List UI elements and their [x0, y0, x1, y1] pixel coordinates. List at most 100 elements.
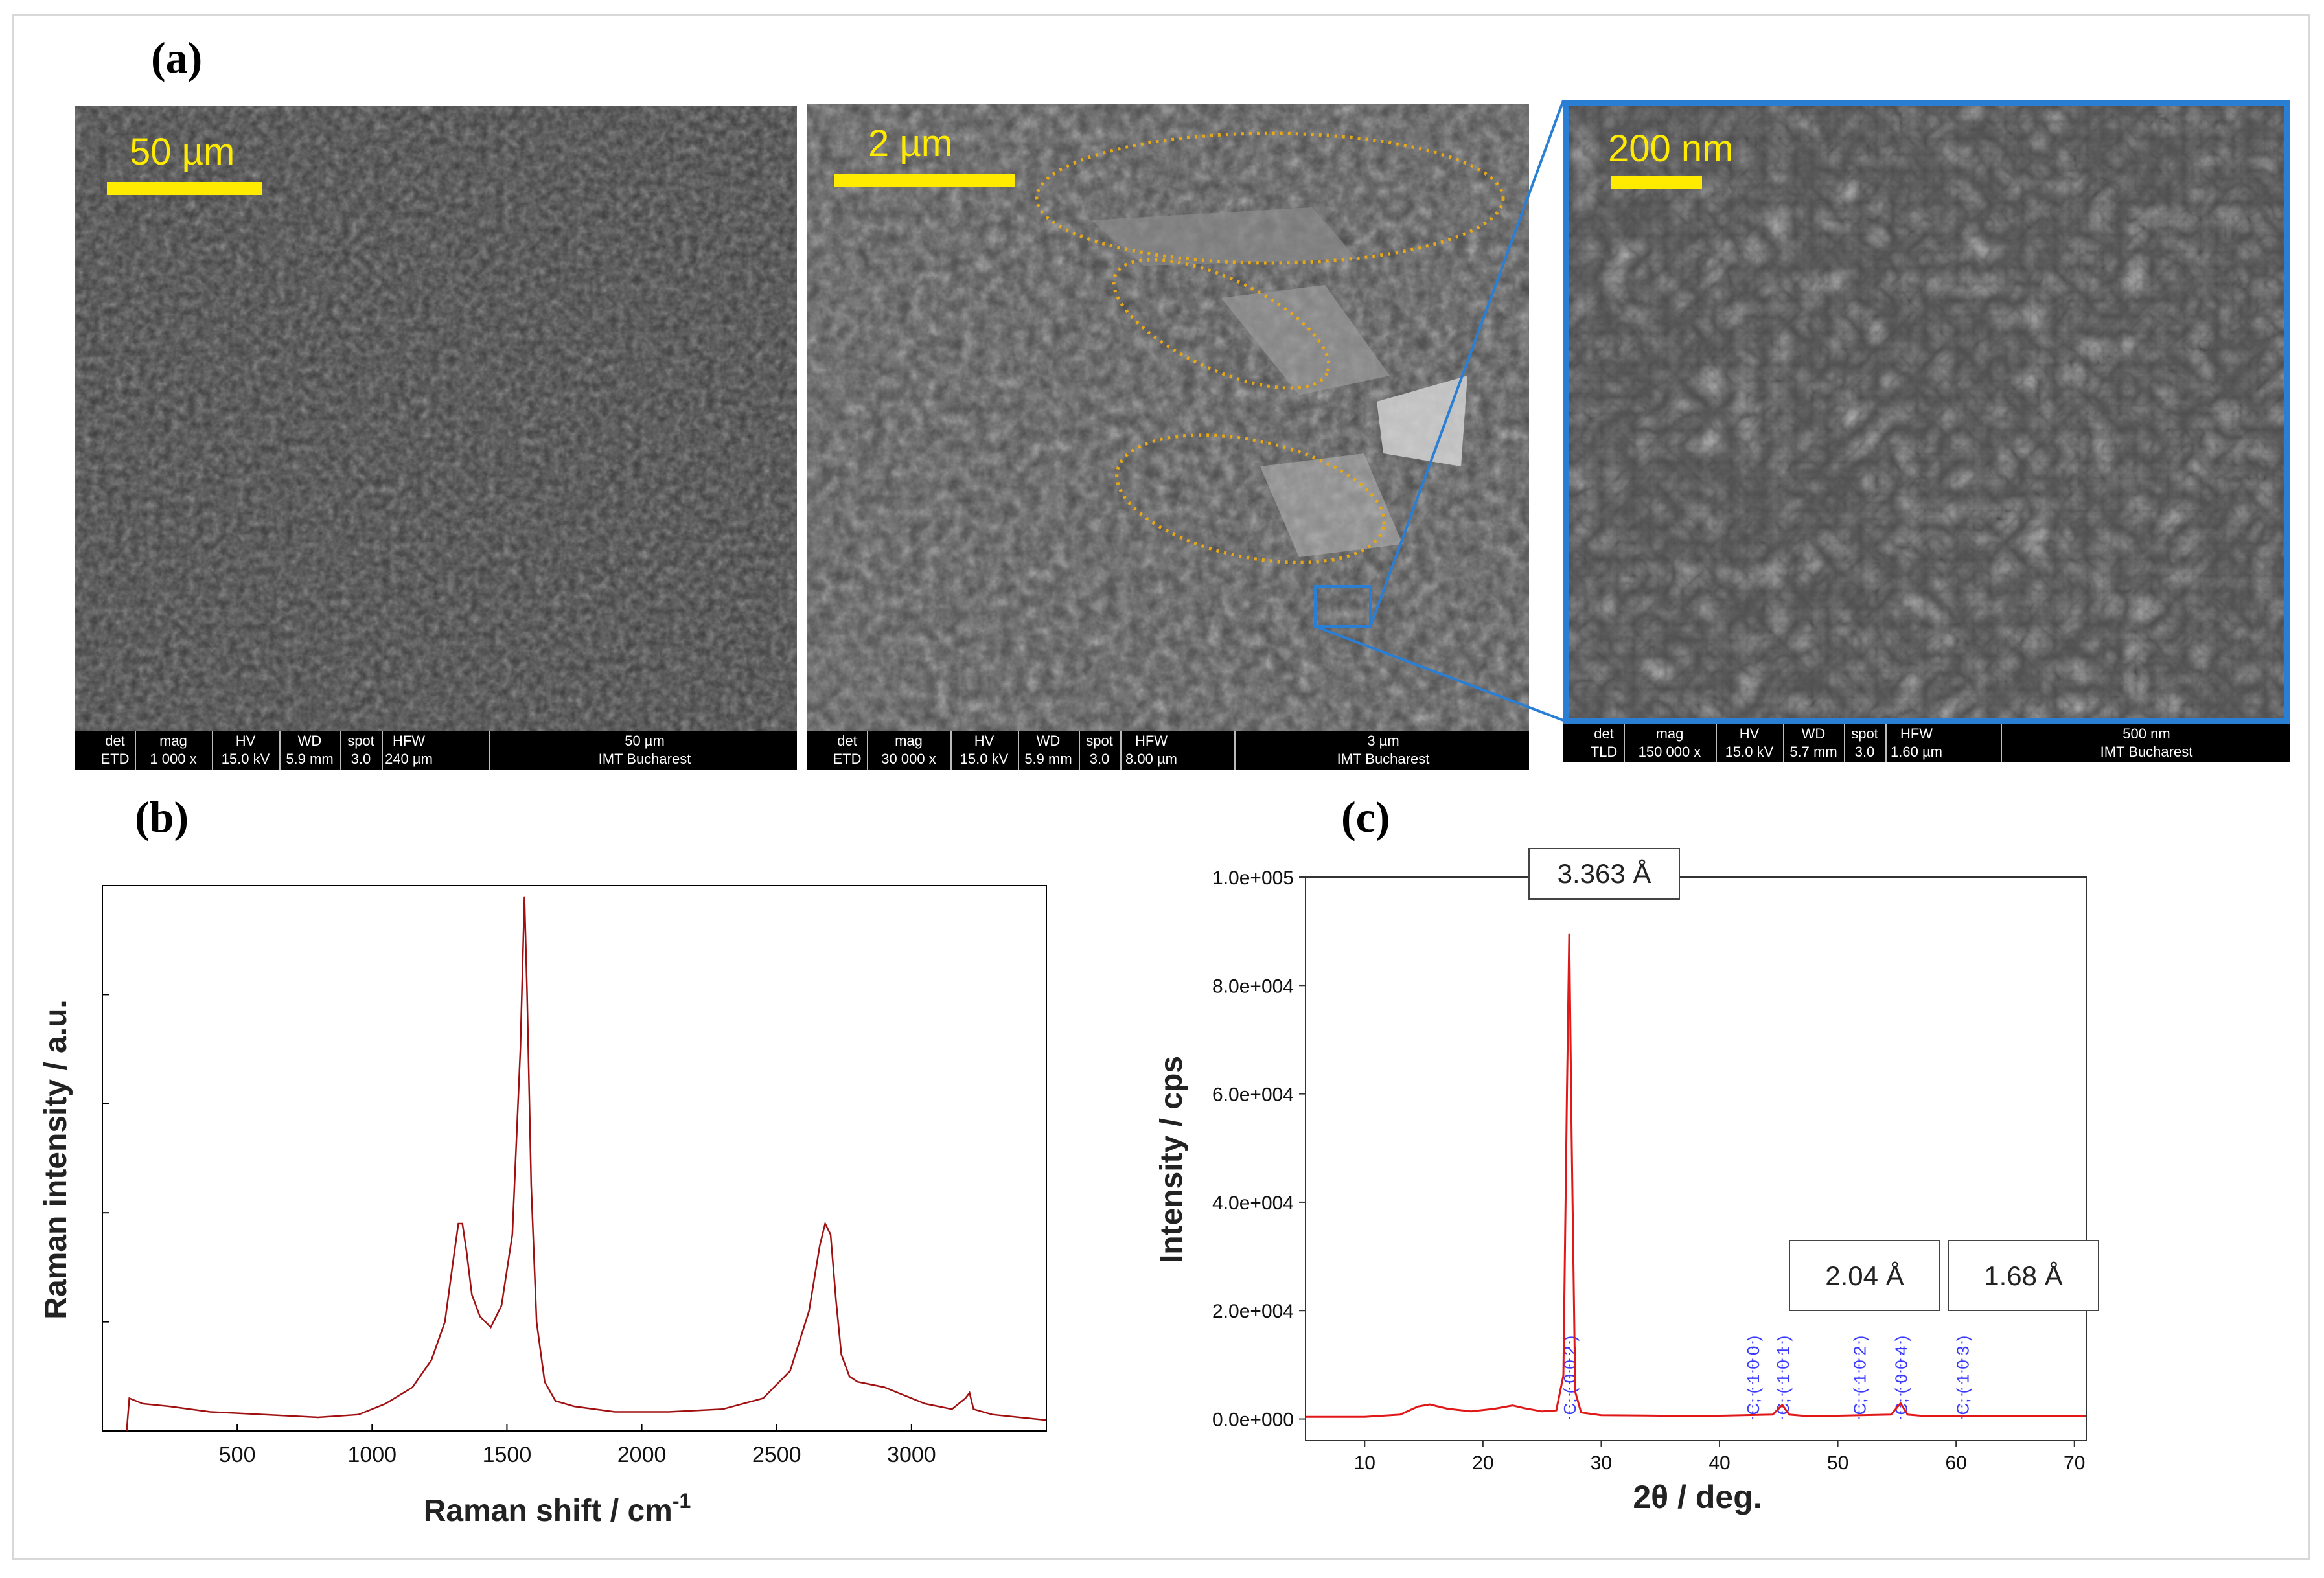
info-value: 240 µm — [385, 751, 433, 767]
raman-x-tick-label: 1000 — [347, 1443, 397, 1467]
info-header: spot — [347, 733, 374, 749]
xrd-chart: 0.0e+000 2.0e+004 4.0e+004 6.0e+004 8.0e+004… — [1155, 848, 2099, 1515]
info-header: det — [105, 733, 125, 749]
xrd-x-tick-label: 10 — [1354, 1452, 1375, 1474]
xrd-peak-markers: C, ( 0 0 2 ) C, ( 1 0 0 ) C, ( 1 0 1 ) C, (… — [1560, 1336, 1972, 1419]
info-divider — [489, 731, 490, 770]
sem-info-bar-3: det TLD mag 150 000 x HV 15.0 kV WD 5.7 … — [1563, 724, 2290, 762]
panel-label-c: (c) — [1341, 792, 1390, 841]
info-header: HV — [235, 733, 256, 749]
scale-bar — [107, 182, 262, 195]
info-divider — [950, 731, 952, 770]
info-divider — [1018, 731, 1019, 770]
xrd-y-tick-label: 8.0e+004 — [1212, 976, 1294, 997]
raman-chart: 500 1000 1500 2000 2500 3000 Raman shift / cm… — [39, 885, 1047, 1528]
info-value: 30 000 x — [881, 751, 936, 767]
sem-info-bar-1: det ETD mag 1 000 x HV 15.0 kV WD 5.9 mm… — [75, 731, 797, 770]
info-value: 15.0 kV — [221, 751, 270, 767]
scale-bar — [1611, 176, 1702, 189]
xrd-plot-frame — [1305, 876, 2087, 1441]
info-value: 15.0 kV — [960, 751, 1009, 767]
info-divider — [212, 731, 213, 770]
figure-frame — [12, 14, 2310, 1560]
info-divider — [1716, 724, 1717, 762]
xrd-peak-label: C, ( 1 0 2 ) — [1850, 1336, 1869, 1415]
xrd-x-tick-label: 50 — [1827, 1452, 1848, 1474]
info-value: 3.0 — [1854, 744, 1875, 760]
sem-image-high-mag: 200 nm — [1563, 100, 2290, 724]
xrd-peak-label: C, ( 1 0 3 ) — [1953, 1336, 1972, 1415]
info-header: mag — [159, 733, 187, 749]
info-value: 1.60 µm — [1891, 744, 1942, 760]
raman-x-tick-label: 1500 — [483, 1443, 532, 1467]
info-header: mag — [1655, 726, 1684, 742]
sem-info-bar-2: det ETD mag 30 000 x HV 15.0 kV WD 5.9 m… — [807, 731, 1529, 770]
xrd-peak-label: C, ( 1 0 1 ) — [1773, 1336, 1793, 1415]
sem-texture-3 — [1569, 106, 2284, 718]
xrd-peak-label: C, ( 1 0 0 ) — [1743, 1336, 1763, 1415]
info-header: HV — [1739, 726, 1760, 742]
info-divider — [1079, 731, 1080, 770]
info-value: 3.0 — [351, 751, 371, 767]
info-header: HFW — [1134, 733, 1168, 749]
raman-x-axis-label: Raman shift / cm-1 — [424, 1489, 691, 1528]
raman-y-ticks — [102, 994, 109, 1323]
info-value: 5.9 mm — [1024, 751, 1072, 767]
info-header: HFW — [392, 733, 426, 749]
xrd-y-axis-label: Intensity / cps — [1155, 1056, 1189, 1263]
scale-label: 200 nm — [1608, 128, 1734, 170]
info-divider — [1885, 724, 1887, 762]
annotation-box — [1789, 1240, 1940, 1311]
info-divider — [279, 731, 281, 770]
info-value: 8.00 µm — [1125, 751, 1177, 767]
raman-plot-frame — [102, 885, 1047, 1432]
annotation-d-spacing-004: 1.68 Å — [1984, 1261, 2062, 1291]
info-header: WD — [297, 733, 322, 749]
info-value: ETD — [100, 751, 130, 767]
xrd-x-tick-label: 30 — [1591, 1452, 1612, 1474]
xrd-x-axis-label: 2θ / deg. — [1633, 1479, 1762, 1515]
xrd-x-tick-label: 20 — [1472, 1452, 1493, 1474]
sem-texture-1 — [75, 106, 797, 731]
info-header: WD — [1036, 733, 1061, 749]
info-header: det — [837, 733, 857, 749]
info-bar-label: 50 µm — [625, 733, 665, 749]
info-value: TLD — [1590, 744, 1618, 760]
xrd-y-tick-label: 2.0e+004 — [1212, 1301, 1294, 1322]
info-header: mag — [895, 733, 923, 749]
xrd-x-tick-label: 70 — [2064, 1452, 2085, 1474]
annotation-box — [1948, 1240, 2099, 1311]
raman-x-tick-label: 3000 — [887, 1443, 936, 1467]
info-header: WD — [1801, 726, 1826, 742]
info-bar-label: 3 µm — [1367, 733, 1399, 749]
xrd-y-ticks: 0.0e+000 2.0e+004 4.0e+004 6.0e+004 8.0e+004… — [1212, 867, 1306, 1431]
raman-y-axis-label: Raman intensity / a.u. — [39, 1000, 73, 1319]
info-institution: IMT Bucharest — [1337, 751, 1430, 767]
raman-x-ticks: 500 1000 1500 2000 2500 3000 — [219, 1424, 936, 1467]
info-value: 5.9 mm — [286, 751, 334, 767]
info-value: 5.7 mm — [1789, 744, 1837, 760]
info-institution: IMT Bucharest — [2100, 744, 2193, 760]
xrd-y-tick-label: 0.0e+000 — [1212, 1410, 1294, 1431]
raman-x-tick-label: 2500 — [752, 1443, 801, 1467]
scale-bar — [834, 174, 1015, 187]
xrd-peak-label: C, ( 0 0 4 ) — [1891, 1336, 1911, 1415]
xrd-y-tick-label: 6.0e+004 — [1212, 1084, 1294, 1106]
info-value: 150 000 x — [1638, 744, 1701, 760]
xrd-x-ticks: 10 20 30 40 50 60 70 — [1354, 1441, 2085, 1474]
info-header: spot — [1851, 726, 1878, 742]
info-header: spot — [1086, 733, 1113, 749]
info-divider — [1783, 724, 1784, 762]
info-divider — [1624, 724, 1625, 762]
info-value: 15.0 kV — [1725, 744, 1774, 760]
info-header: HV — [974, 733, 995, 749]
annotation-d-spacing-002: 3.363 Å — [1558, 858, 1651, 889]
xrd-series-line — [1306, 933, 2086, 1418]
sem-image-low-mag: 50 µm — [75, 106, 797, 731]
info-divider — [2001, 724, 2002, 762]
info-value: 1 000 x — [150, 751, 197, 767]
info-header: det — [1594, 726, 1614, 742]
xrd-y-tick-label: 4.0e+004 — [1212, 1193, 1294, 1214]
annotation-box — [1528, 848, 1680, 900]
info-divider — [1844, 724, 1845, 762]
